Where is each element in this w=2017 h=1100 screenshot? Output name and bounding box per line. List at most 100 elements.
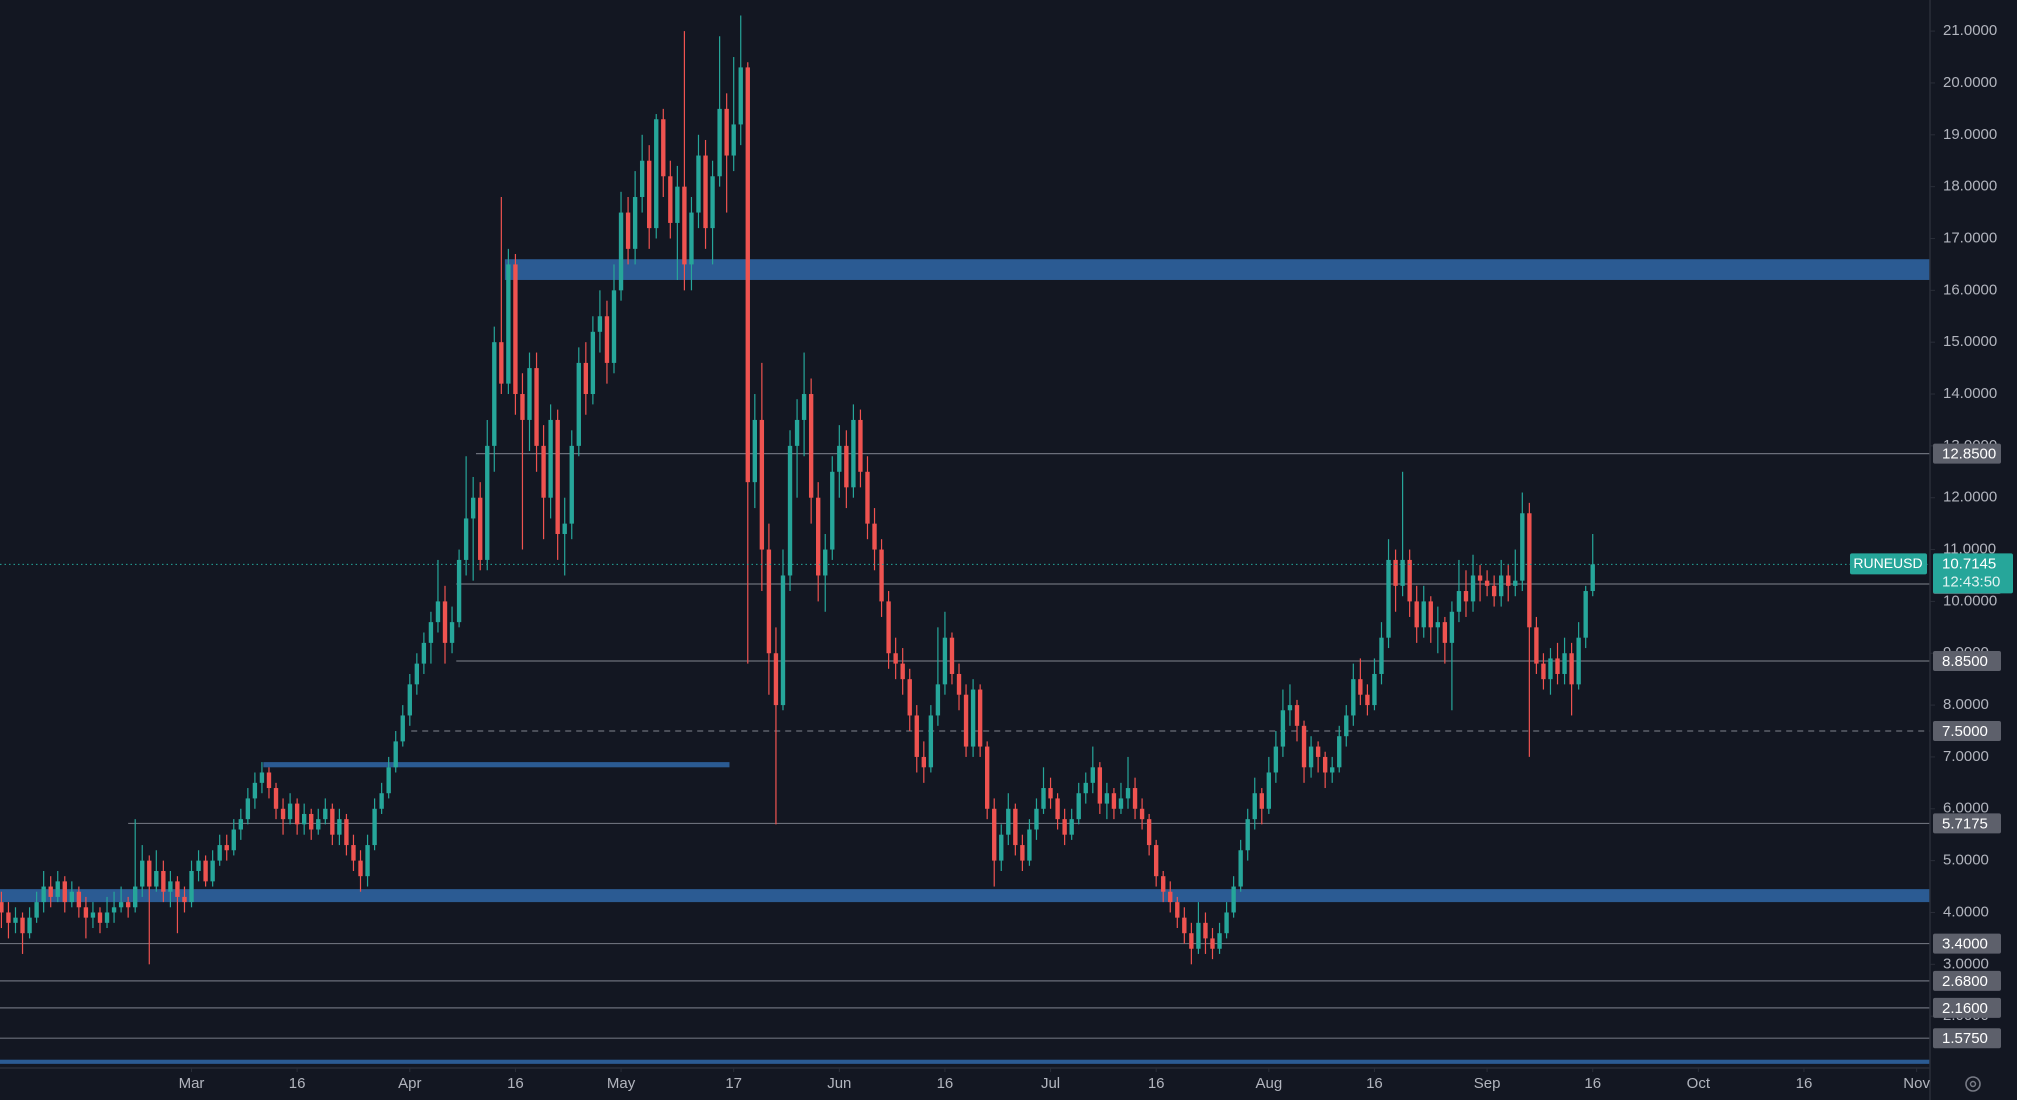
level-label-box (1933, 997, 2001, 1018)
candle-body (456, 559, 462, 623)
candle-body (1491, 585, 1497, 597)
x-tick-label: 16 (1796, 1075, 1813, 1092)
settings-icon[interactable] (1965, 1076, 1981, 1092)
candle-body (1351, 679, 1356, 716)
candle-body (696, 155, 701, 213)
candle-body (1513, 580, 1518, 586)
candle-body (865, 471, 870, 524)
candle-body (1203, 922, 1208, 939)
candle-body (1139, 808, 1145, 820)
candle-body (1414, 601, 1419, 628)
candle-body (20, 917, 25, 934)
symbol-label: RUNEUSD (1853, 555, 1922, 571)
candle-body (618, 212, 624, 291)
candle-body (1273, 746, 1279, 773)
level-label-box (1933, 1028, 2001, 1049)
candle-body (407, 684, 412, 716)
candle-body (1386, 559, 1391, 638)
candle-body (365, 845, 370, 877)
candle-body (231, 829, 236, 851)
level-label: 1.5750 (1942, 1030, 1988, 1047)
y-tick-label: 17.0000 (1943, 229, 1997, 246)
candle-body (1132, 788, 1138, 809)
candle-body (386, 767, 391, 794)
candle-body (661, 119, 666, 177)
candle-body (210, 860, 215, 882)
candle-body (1062, 819, 1067, 835)
candle-body (400, 715, 405, 742)
y-tick-label: 19.0000 (1943, 126, 1997, 143)
countdown: 12:43:50 (1942, 573, 2000, 590)
y-tick-label: 14.0000 (1943, 385, 1997, 402)
candle-body (1210, 938, 1215, 949)
candle-body (252, 782, 258, 799)
level-label: 7.5000 (1942, 723, 1988, 740)
candle-body (1400, 559, 1405, 586)
candle-body (62, 881, 67, 903)
candle-body (309, 813, 314, 830)
candle-body (611, 290, 617, 363)
candle-body (1048, 788, 1053, 799)
candle-body (1238, 850, 1243, 887)
gear-hub (1969, 1080, 1977, 1088)
candle-body (956, 673, 962, 695)
level-label-box (1933, 443, 2001, 464)
candle-body (977, 689, 983, 747)
candle-body (294, 803, 300, 825)
candle-body (576, 362, 581, 446)
zone (0, 889, 1930, 903)
x-tick-label: 16 (289, 1075, 306, 1092)
candle-body (27, 917, 32, 934)
candle-body (189, 870, 194, 903)
candle-body (858, 419, 863, 472)
candle-body (992, 808, 997, 861)
candle-body (499, 342, 504, 384)
candle-body (6, 912, 11, 923)
candle-body (351, 845, 356, 861)
x-tick-label: Sep (1474, 1075, 1501, 1092)
candle-body (280, 808, 286, 820)
y-tick-label: 20.0000 (1943, 74, 1997, 91)
last-price-label: 10.7145 (1942, 555, 1996, 572)
candle-body (442, 601, 448, 643)
candle-body (1456, 591, 1462, 612)
candle-body (928, 715, 934, 768)
candle-body (830, 471, 835, 550)
candle-body (1083, 782, 1088, 794)
candle-body (759, 419, 765, 550)
candle-body (647, 160, 652, 229)
candle-body (703, 155, 708, 229)
candle-body (196, 860, 201, 871)
last-price-box (1933, 553, 2013, 594)
candle-body (1076, 793, 1081, 820)
candle-body (287, 803, 293, 820)
candle-body (1562, 653, 1567, 674)
candle-body (175, 881, 180, 897)
candle-body (851, 419, 856, 488)
candle-body (590, 331, 596, 395)
candle-body (935, 684, 941, 716)
candle-body (1069, 819, 1074, 835)
x-tick-label: 16 (1584, 1075, 1601, 1092)
level-label: 2.6800 (1942, 973, 1988, 990)
candle-body (506, 264, 511, 384)
candle-body (1555, 658, 1560, 674)
candle-body (330, 808, 335, 835)
candle-body (1393, 559, 1398, 586)
candle-body (900, 663, 905, 680)
candle-body (1569, 653, 1574, 685)
y-tick-label: 18.0000 (1943, 178, 1997, 195)
candle-body (844, 445, 849, 488)
candle-body (414, 663, 420, 685)
candle-body (1013, 808, 1018, 846)
candle-body (1287, 705, 1293, 711)
candle-body (1231, 886, 1236, 913)
candle-body (1583, 591, 1588, 638)
candle-body (1484, 580, 1490, 586)
candle-body (161, 870, 166, 892)
candle-body (245, 798, 251, 820)
candle-body (1534, 627, 1539, 664)
